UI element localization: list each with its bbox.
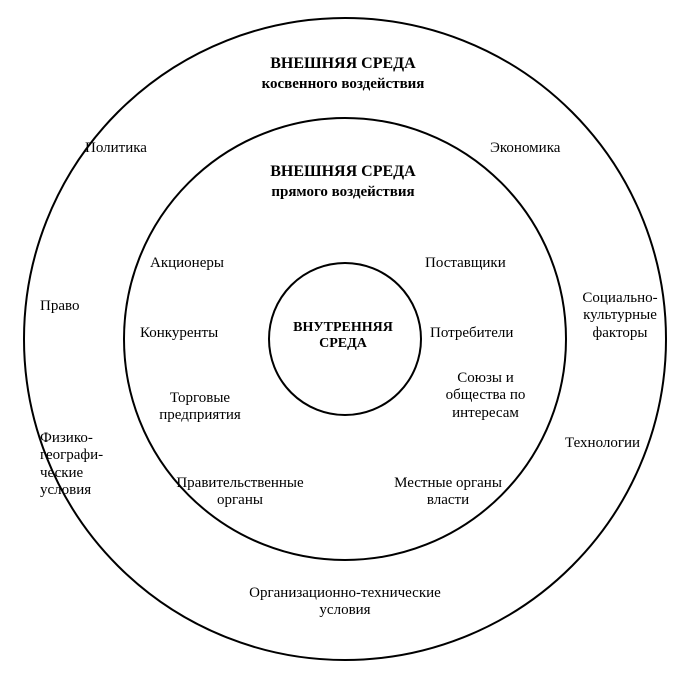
middle-label-torgovye: Торговые предприятия xyxy=(140,390,260,425)
outer-label-pravo: Право xyxy=(40,298,120,315)
diagram-stage: ВНЕШНЯЯ СРЕДА косвенного воздействия ВНЕ… xyxy=(0,0,687,674)
inner-title: ВНУТРЕННЯЯ СРЕДА xyxy=(278,320,408,352)
middle-label-potrebiteli: Потребители xyxy=(430,325,550,342)
outer-label-ekonomika: Экономика xyxy=(490,140,610,157)
middle-label-postavshchiki: Поставщики xyxy=(425,255,545,272)
middle-title-line2: прямого воздействия xyxy=(233,184,453,201)
middle-label-mestnye: Местные органы власти xyxy=(373,475,523,510)
middle-label-soyuzy: Союзы и общества по интересам xyxy=(428,370,543,422)
outer-title-line1: ВНЕШНЯЯ СРЕДА xyxy=(243,55,443,73)
outer-label-org-tech: Организационно-технические условия xyxy=(200,585,490,620)
outer-title-line2: косвенного воздействия xyxy=(223,76,463,93)
middle-label-konkurenty: Конкуренты xyxy=(140,325,260,342)
middle-label-pravitelstvennye: Правительственные органы xyxy=(155,475,325,510)
middle-title-line1: ВНЕШНЯЯ СРЕДА xyxy=(243,163,443,181)
outer-label-politika: Политика xyxy=(85,140,205,157)
outer-label-fiz-geo: Физико- географи- ческие условия xyxy=(40,430,130,499)
outer-label-tehnologii: Технологии xyxy=(565,435,665,452)
outer-label-soc-kult: Социально- культурные факторы xyxy=(570,290,670,342)
middle-label-aktsionery: Акционеры xyxy=(150,255,270,272)
